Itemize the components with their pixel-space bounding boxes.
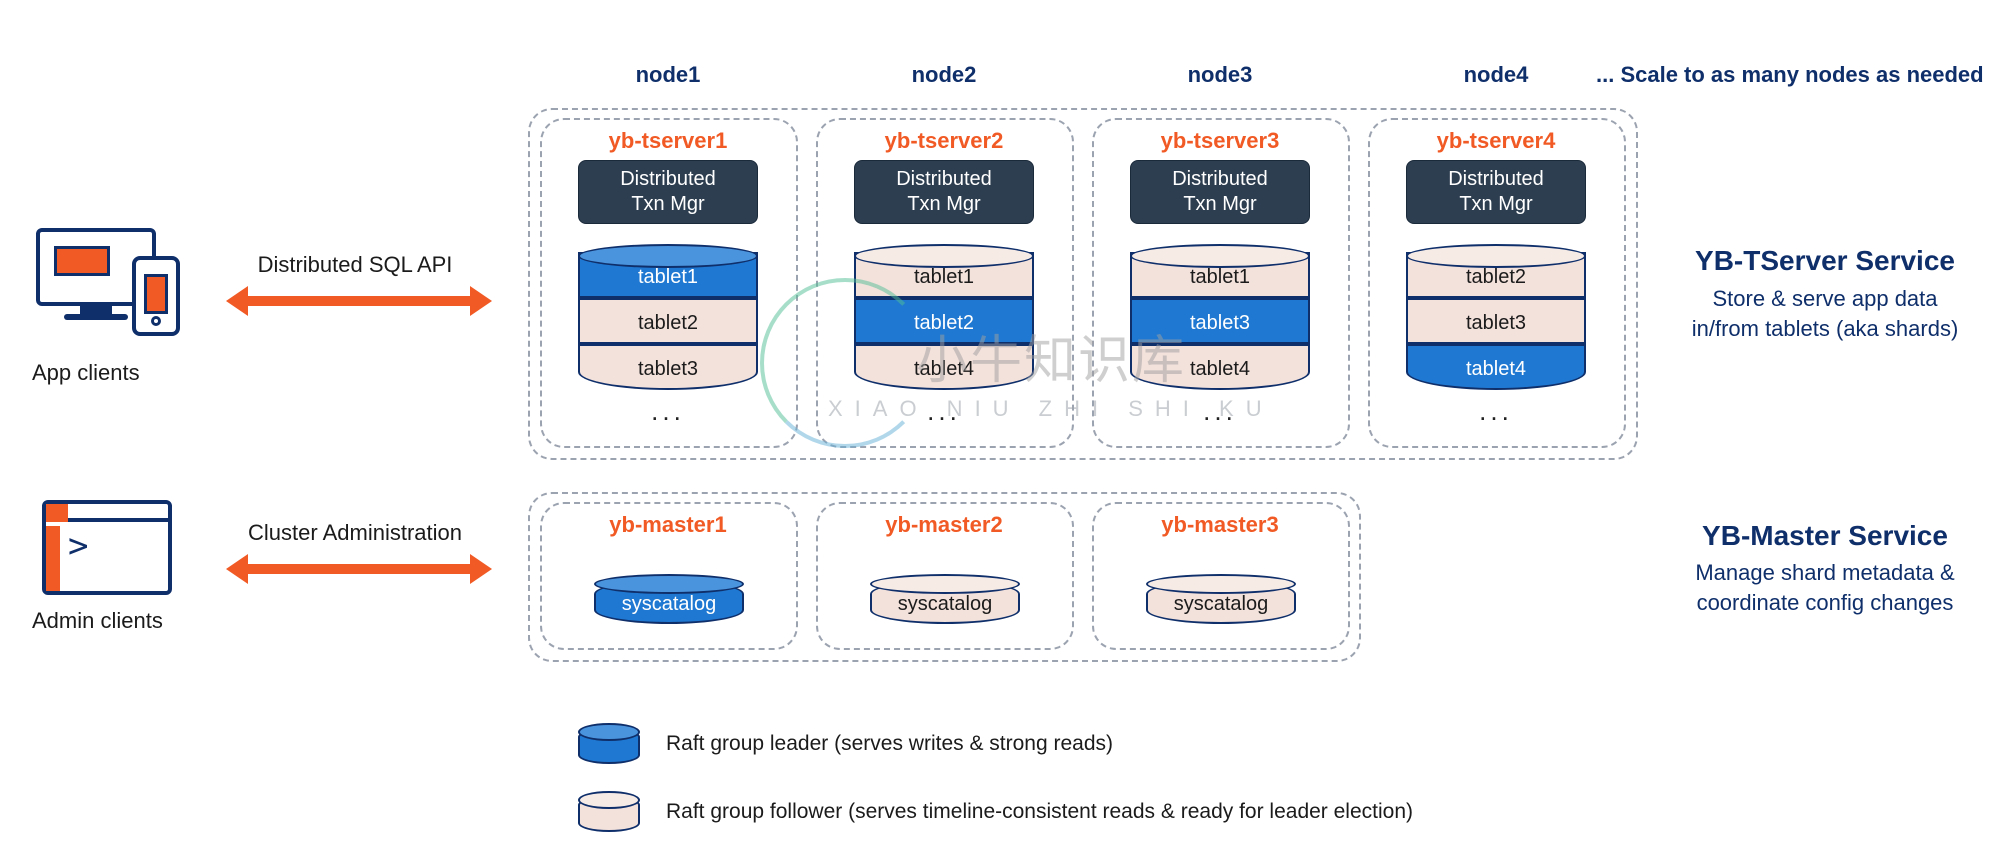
sql-arrow <box>244 296 474 306</box>
legend-leader-text: Raft group leader (serves writes & stron… <box>666 732 1113 756</box>
master3-title: yb-master3 <box>1120 512 1320 538</box>
master1-title: yb-master1 <box>568 512 768 538</box>
watermark-sub: XIAO NIU ZHI SHI KU <box>828 396 1274 422</box>
tablet-stack-4: tablet2 tablet3 tablet4 ... <box>1406 252 1586 427</box>
syscatalog-2: syscatalog <box>870 580 1020 624</box>
syscatalog-3: syscatalog <box>1146 580 1296 624</box>
admin-arrow <box>244 564 474 574</box>
tablet-node4-1: tablet3 <box>1406 298 1586 344</box>
tserver2-title: yb-tserver2 <box>844 128 1044 154</box>
node-header-3: node3 <box>1120 62 1320 88</box>
ellipsis-4: ... <box>1406 396 1586 427</box>
ellipsis-1: ... <box>578 396 758 427</box>
scale-text: ... Scale to as many nodes as needed <box>1596 62 1984 88</box>
legend-follower-text: Raft group follower (serves timeline-con… <box>666 800 1413 824</box>
node-header-4: node4 <box>1396 62 1596 88</box>
watermark-circle-icon <box>760 278 930 448</box>
tserver3-title: yb-tserver3 <box>1120 128 1320 154</box>
tablet-stack-1: tablet1 tablet2 tablet3 ... <box>578 252 758 427</box>
tablet-node1-2: tablet3 <box>578 344 758 390</box>
tserver-svc-desc: Store & serve app datain/from tablets (a… <box>1660 284 1990 343</box>
admin-clients-icon: > <box>42 500 172 595</box>
txn-mgr-2: DistributedTxn Mgr <box>854 160 1034 224</box>
app-clients-icon <box>36 228 156 320</box>
legend-follower-icon <box>578 796 640 832</box>
tablet-node4-0: tablet2 <box>1406 252 1586 298</box>
txn-mgr-4: DistributedTxn Mgr <box>1406 160 1586 224</box>
admin-api-label: Cluster Administration <box>205 520 505 546</box>
legend-leader-icon <box>578 728 640 764</box>
tablet-node1-1: tablet2 <box>578 298 758 344</box>
watermark-text: 小牛知识库 <box>916 318 1186 393</box>
master2-title: yb-master2 <box>844 512 1044 538</box>
syscatalog-1: syscatalog <box>594 580 744 624</box>
tserver1-title: yb-tserver1 <box>568 128 768 154</box>
node-header-2: node2 <box>844 62 1044 88</box>
master-svc-desc: Manage shard metadata &coordinate config… <box>1660 558 1990 617</box>
app-clients-label: App clients <box>32 360 140 386</box>
node-header-1: node1 <box>568 62 768 88</box>
tserver4-title: yb-tserver4 <box>1396 128 1596 154</box>
txn-mgr-3: DistributedTxn Mgr <box>1130 160 1310 224</box>
tablet-node4-2: tablet4 <box>1406 344 1586 390</box>
tablet-node3-0: tablet1 <box>1130 252 1310 298</box>
txn-mgr-1: DistributedTxn Mgr <box>578 160 758 224</box>
admin-clients-label: Admin clients <box>32 608 163 634</box>
master-svc-title: YB-Master Service <box>1660 520 1990 552</box>
tserver-svc-title: YB-TServer Service <box>1660 245 1990 277</box>
sql-api-label: Distributed SQL API <box>210 252 500 278</box>
tablet-node1-0: tablet1 <box>578 252 758 298</box>
